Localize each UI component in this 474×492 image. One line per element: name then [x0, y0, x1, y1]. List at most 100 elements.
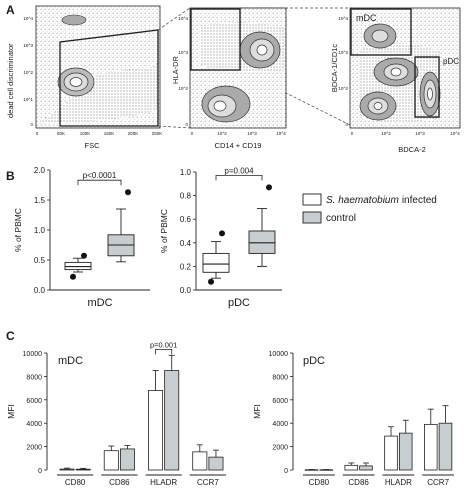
bar: [304, 469, 319, 471]
bar: [119, 448, 135, 471]
panel-letter-a: A: [6, 3, 15, 17]
significance-bracket: [155, 348, 173, 355]
panel-letter-c: C: [6, 329, 15, 343]
box: [64, 261, 92, 271]
y-tick-label: 0.0: [180, 286, 192, 295]
flow-plot-1-dead-cluster: [61, 14, 87, 26]
flow-plot-3-pdc-cluster-inner: [427, 87, 433, 101]
flow-plot-3-xtick: 10^4: [450, 131, 460, 136]
bar: [344, 464, 359, 471]
bar: [75, 468, 91, 471]
y-tick-label: 0.0: [34, 286, 46, 295]
flow-plot-1: dead cell discriminator FSC 10^4 10^3 10…: [6, 5, 163, 150]
flow-plot-1-density: [40, 62, 158, 124]
legend-swatch-infected: [302, 193, 322, 206]
legend: S. haematobium infected control: [302, 193, 437, 224]
flow-plot-3: mDC pDC BDCA-1/CD1c BDCA-2 10^4 10^3 10^…: [330, 7, 461, 154]
outlier-point: [125, 189, 131, 196]
y-tick-label: 0: [284, 468, 288, 475]
flow-plot-1-contour-inner: [69, 77, 83, 87]
p-value: p=0.004: [224, 166, 254, 175]
flow-plot-3-gate-mdc: [350, 8, 412, 56]
flow-plot-2-xticks: 0 10^2 10^3 10^4: [191, 131, 287, 136]
flow-plot-3-ytick: 10^4: [338, 16, 348, 21]
legend-label-infected: S. haematobium infected: [326, 195, 437, 206]
category-label: CD80: [65, 478, 86, 487]
flow-plot-2-yticks: 10^4 10^3 10^2 0: [178, 16, 188, 127]
y-axis-label: MFI: [6, 404, 16, 419]
flow-plot-1-ytick: 10^1: [23, 97, 33, 102]
y-tick-label: 2.0: [34, 166, 46, 175]
legend-label-control: control: [326, 213, 356, 224]
flow-plot-1-xtick: 100K: [80, 131, 91, 136]
legend-label-infected-suffix: infected: [402, 195, 437, 206]
flow-plot-3-mid-cluster-inner: [390, 67, 402, 77]
y-axis-label: % of PBMC: [159, 209, 169, 253]
outlier-point: [81, 252, 87, 259]
flow-plot-3-xtick: 10^2: [381, 131, 391, 136]
flow-plot-3-mdc-cluster-inner: [371, 29, 389, 43]
category-label: CCR7: [197, 478, 219, 487]
y-tick-label: 8000: [26, 374, 42, 381]
flow-plot-2-ytick: 10^2: [178, 86, 188, 91]
flow-plot-3-yticks: 10^4 10^3 10^2 0: [338, 16, 348, 127]
flow-plot-2-xtick: 10^2: [217, 131, 227, 136]
bar: [384, 435, 398, 471]
y-tick-label: 4000: [272, 421, 288, 428]
y-tick-label: 0.8: [180, 192, 192, 201]
flow-plot-2-gate: [190, 8, 241, 71]
flow-plot-3-gate-pdc-label: pDC: [443, 57, 459, 66]
flow-plot-1-ytick: 10^4: [23, 16, 33, 21]
y-tick-label: 0: [38, 468, 42, 475]
p-value: p<0.0001: [83, 171, 117, 180]
legend-swatch-control: [302, 211, 322, 224]
gate-connector-lower-1: [157, 125, 191, 129]
flow-plot-3-xticks: 0 10^2 10^3 10^4: [351, 131, 461, 136]
category-label: CCR7: [427, 478, 449, 487]
category-label: HLADR: [150, 478, 177, 487]
flow-plot-2-ytick: 0: [185, 122, 188, 127]
flow-plot-2-xlabel: CD14 + CD19: [215, 141, 262, 150]
y-tick-label: 1.0: [180, 168, 192, 177]
charts-layer: 0.00.51.01.52.0% of PBMCmDCp<0.00010.00.…: [6, 166, 454, 487]
bar: [359, 465, 373, 471]
gate-connector-upper-1: [157, 7, 191, 31]
significance-bracket: [215, 174, 263, 181]
significance-bracket: [77, 179, 122, 186]
bar: [103, 450, 119, 471]
bar: [148, 390, 164, 471]
flow-plot-3-gate-mdc-label: mDC: [356, 13, 377, 23]
box: [248, 230, 276, 254]
p-value: p=0.001: [150, 340, 177, 349]
panel-letter-b: B: [6, 169, 15, 183]
bar: [164, 370, 180, 471]
y-tick-label: 10000: [269, 351, 289, 358]
flow-plot-1-xtick: 250K: [152, 131, 163, 136]
flow-plot-3-ytick: 10^2: [338, 86, 348, 91]
flow-plot-1-ytick: 0: [30, 122, 33, 127]
outlier-point: [208, 278, 214, 285]
flow-plot-3-ytick: 0: [345, 122, 348, 127]
y-tick-label: 2000: [272, 445, 288, 452]
y-tick-label: 4000: [26, 421, 42, 428]
y-tick-label: 0.6: [180, 215, 192, 224]
flow-plot-1-ylabel: dead cell discriminator: [6, 43, 15, 118]
bar: [59, 468, 75, 471]
chart-title: pDC: [228, 297, 250, 309]
flow-plot-1-ytick: 10^2: [23, 70, 33, 75]
bar: [438, 422, 453, 471]
y-tick-label: 0.4: [180, 239, 192, 248]
chart-title: mDC: [58, 355, 83, 367]
flow-plot-3-xtick: 10^3: [415, 131, 425, 136]
flow-plot-3-ytick: 10^3: [338, 50, 348, 55]
y-tick-label: 1.5: [34, 196, 46, 205]
bar: [208, 456, 224, 471]
flow-plot-3-gate-pdc: [414, 56, 440, 118]
flow-plot-2-xtick: 10^3: [247, 131, 257, 136]
flow-plot-1-ytick: 10^3: [23, 43, 33, 48]
y-tick-label: 6000: [272, 398, 288, 405]
chart-title: mDC: [87, 297, 112, 309]
flow-plot-1-xticks: 0 50K 100K 150K 200K 250K: [36, 131, 163, 136]
y-tick-label: 8000: [272, 374, 288, 381]
